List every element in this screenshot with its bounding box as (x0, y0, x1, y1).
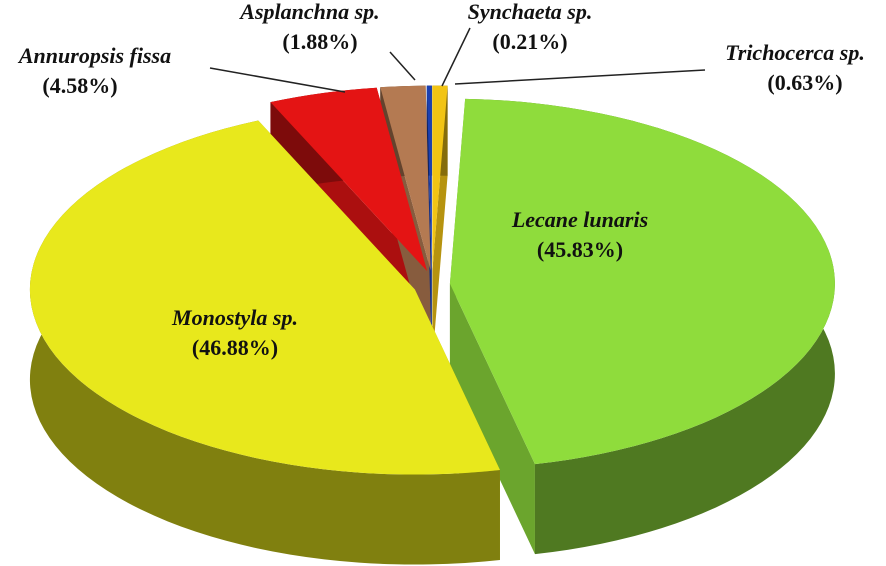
value-label: (0.21%) (492, 29, 567, 54)
slice (426, 85, 432, 271)
value-label: (4.58%) (42, 73, 117, 98)
slice (380, 85, 431, 271)
value-label: (45.83%) (537, 237, 623, 262)
slice (432, 85, 448, 271)
slice (270, 87, 428, 272)
leader-line (454, 69, 706, 85)
slice-label: Trichocerca sp. (725, 40, 865, 65)
tops (29, 85, 835, 475)
slice-label: Synchaeta sp. (468, 0, 593, 24)
slice (29, 120, 500, 475)
slice-cut-face (449, 283, 535, 555)
slice (449, 98, 835, 465)
leader-line (389, 51, 416, 81)
slice-label: Monostyla sp. (171, 305, 298, 330)
value-label: (46.88%) (192, 335, 278, 360)
value-label: (1.88%) (282, 29, 357, 54)
slice-label: Lecane lunaris (511, 207, 648, 232)
slice-label: Annuropsis fissa (17, 43, 171, 68)
leader-line (441, 27, 471, 87)
leader-line (209, 67, 346, 93)
slice-label: Asplanchna sp. (238, 0, 379, 24)
value-label: (0.63%) (767, 70, 842, 95)
